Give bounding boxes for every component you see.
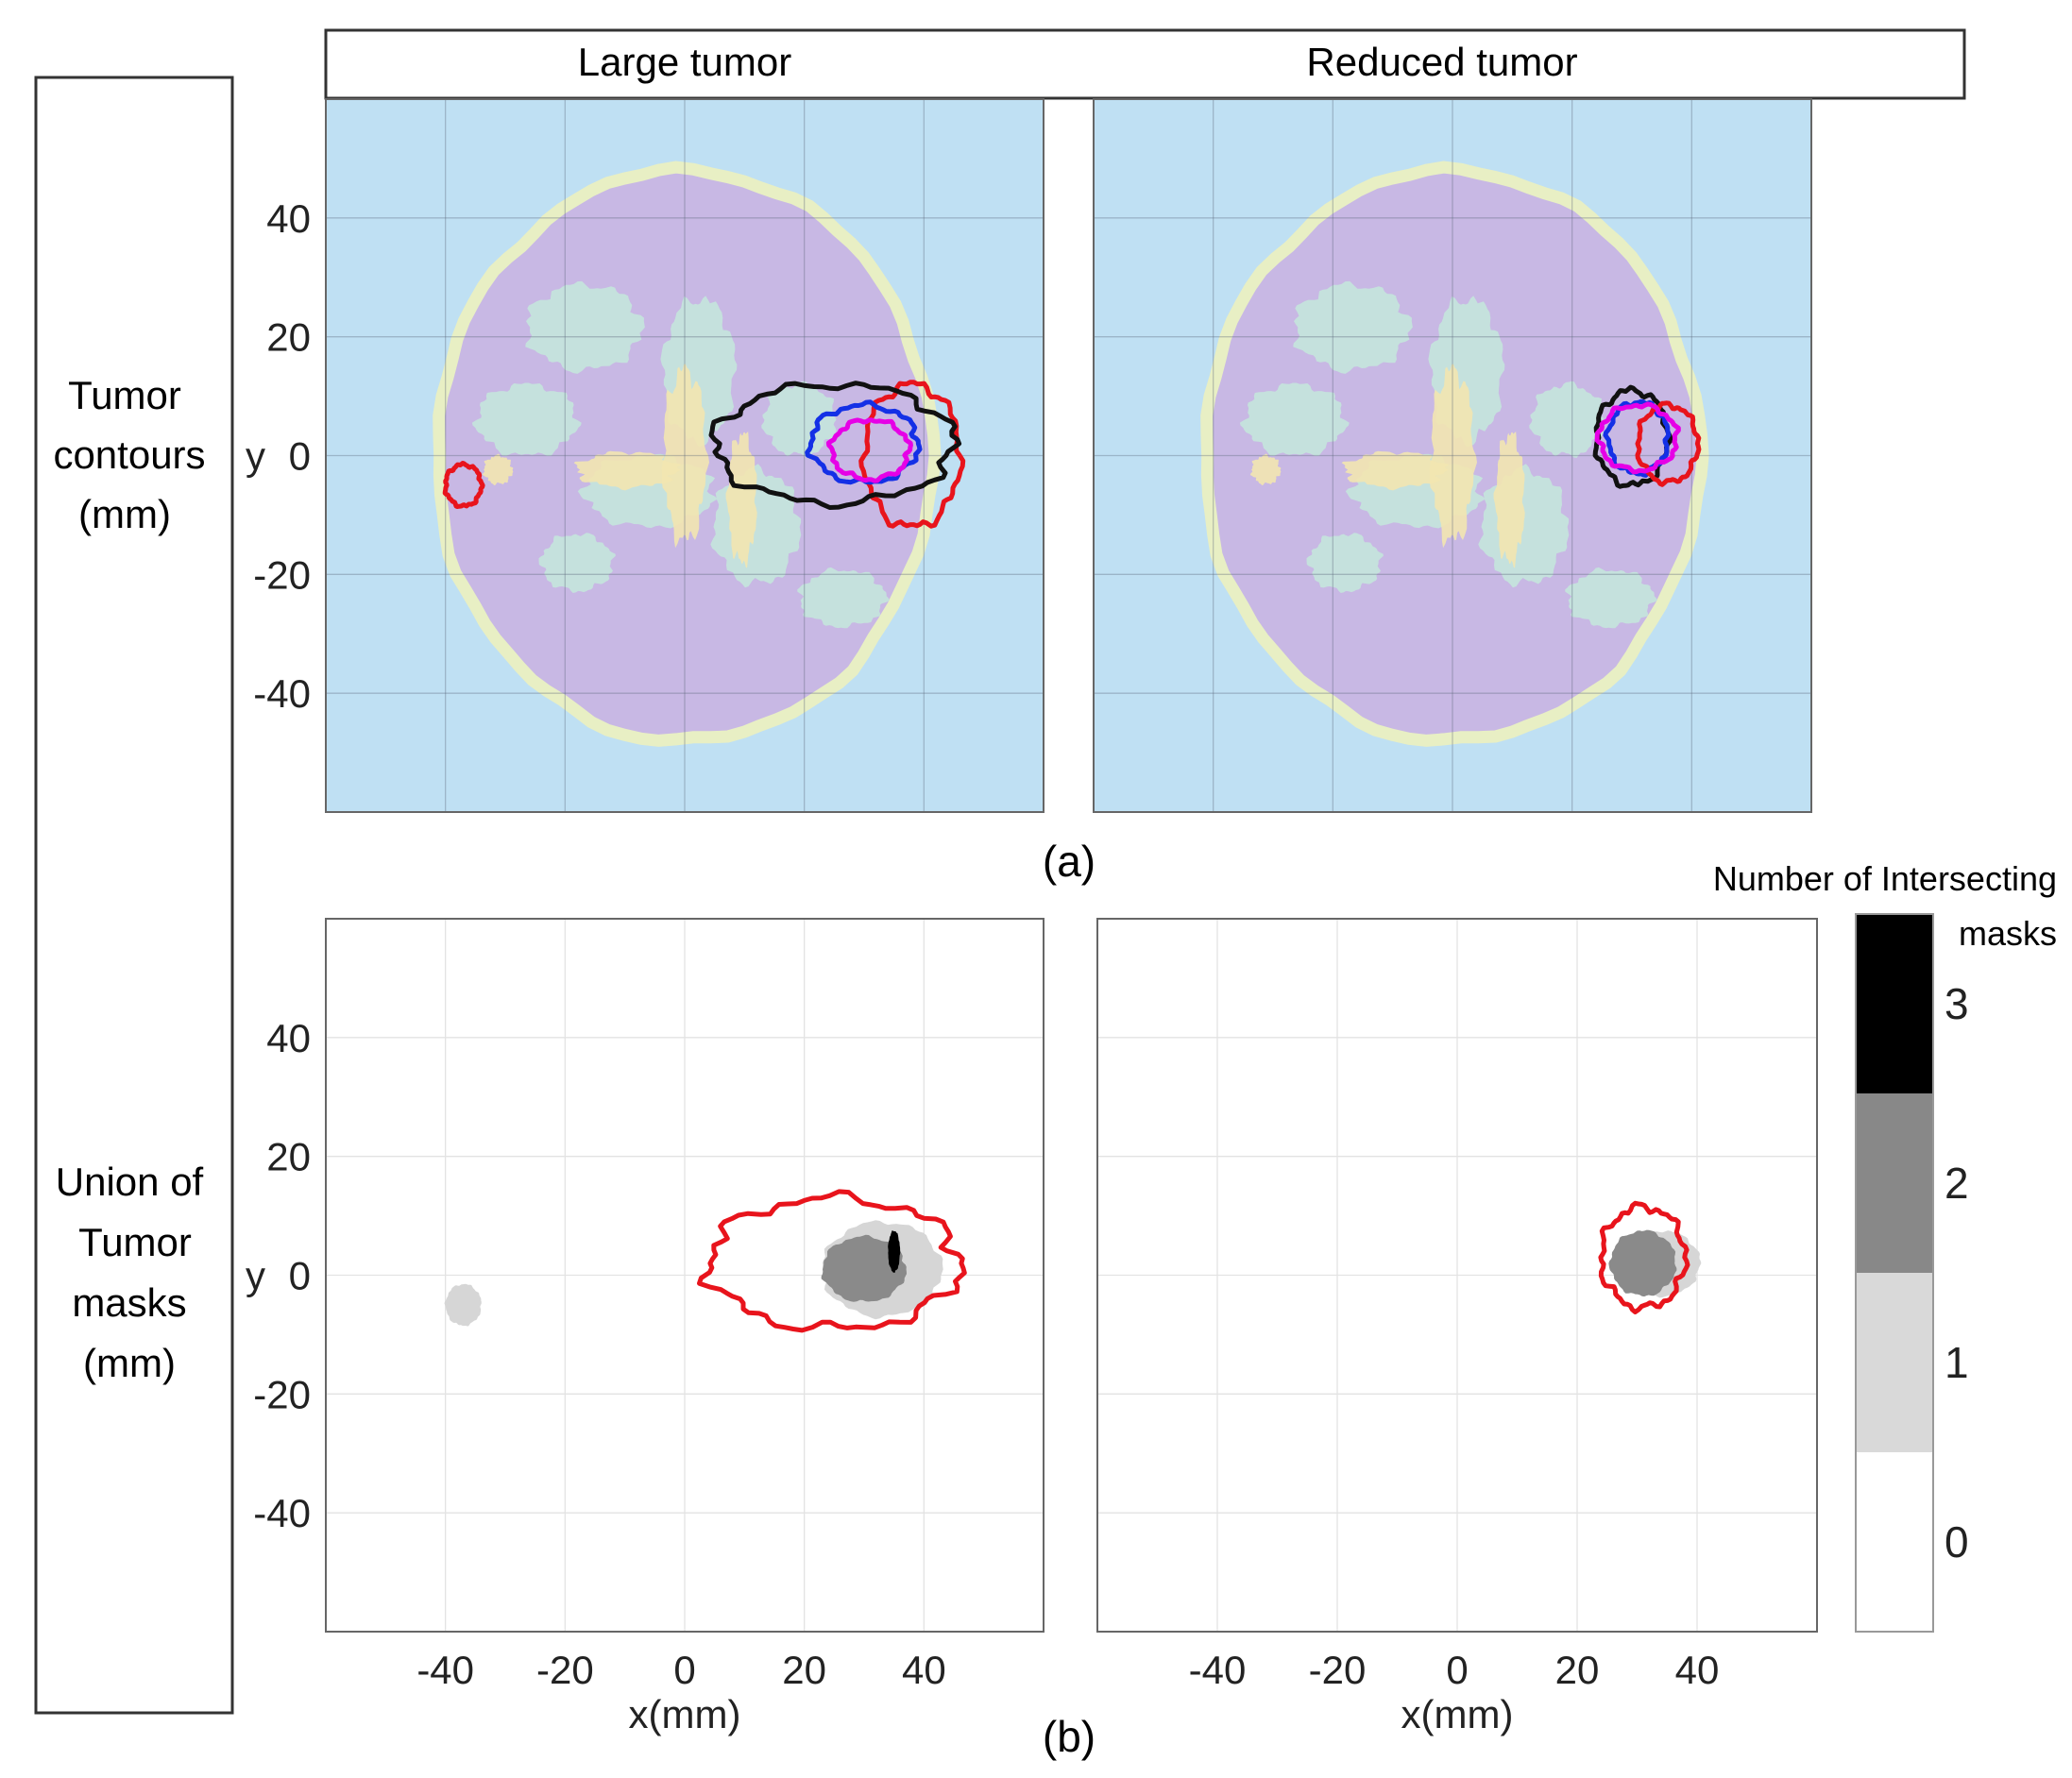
dense-tissue-region [1493,432,1525,568]
panel-top-right [1093,98,1812,813]
union-contour [697,1189,967,1333]
x-tick-label: -20 [536,1648,594,1692]
axes-frame [325,918,1044,1633]
dense-tissue-region [1249,453,1282,485]
white-matter-region [471,382,582,456]
x-tick-label: 20 [782,1648,826,1692]
white-matter-region [1306,533,1384,593]
axes-frame [1096,918,1818,1633]
y-tick-label: -20 [253,552,311,597]
x-axis-label: x(mm) [629,1692,741,1736]
y-tick-label: -40 [253,1491,311,1535]
x-tick-label: -40 [416,1648,474,1692]
mask-region-level-2 [821,1234,907,1302]
row-label-top-line-2: contours [53,432,205,477]
colorbar-title-line-2: masks [1959,914,2057,953]
colorbar-segment [1856,914,1933,1093]
contour-red [1635,400,1702,487]
colorbar-segment [1856,1452,1933,1632]
x-tick-label: -40 [1189,1648,1247,1692]
colorbar-tick-label: 0 [1945,1517,1969,1566]
x-tick-label: 0 [673,1648,695,1692]
x-axis-label: x(mm) [1401,1692,1514,1736]
colorbar-tick-label: 3 [1945,979,1969,1028]
axes-frame [325,98,1044,813]
dense-tissue-region [661,364,709,549]
colorbar-segment [1856,1093,1933,1273]
x-tick-label: 40 [1675,1648,1720,1692]
mask-region-level-3 [888,1229,901,1273]
column-header-reduced-tumor: Reduced tumor [1306,40,1577,84]
dense-tissue-region [573,450,682,491]
white-matter-region [1529,381,1605,458]
column-header-large-tumor: Large tumor [578,40,791,84]
dense-tissue-region [482,453,514,485]
caption-b: (b) [1043,1712,1095,1761]
dense-tissue-region [725,432,757,568]
contour-magenta [825,417,913,483]
dense-tissue-region [1341,450,1450,491]
x-tick-label: -20 [1309,1648,1367,1692]
white-matter-region [797,567,891,629]
mask-region-level-2 [1608,1229,1677,1297]
white-matter-region [761,381,837,458]
y-axis-label: y [246,434,265,479]
colorbar-tick-label: 2 [1945,1159,1969,1208]
white-matter-region [525,280,645,374]
column-header-box [324,28,1966,100]
y-tick-label: 40 [266,196,311,241]
colorbar-segment [1856,1273,1933,1452]
contour-blue [805,399,923,485]
colorbar-frame [1855,913,1934,1633]
y-tick-label: 20 [266,315,311,360]
y-axis-label: y [246,1254,265,1298]
white-matter-region [1239,382,1350,456]
caption-a: (a) [1043,837,1095,886]
row-label-top-line-1: Tumor [68,373,181,417]
x-tick-label: 20 [1555,1648,1600,1692]
white-matter-region [1565,567,1658,629]
contour-magenta [1594,401,1681,475]
y-tick-label: 20 [266,1135,311,1179]
y-tick-label: 40 [266,1016,311,1060]
y-tick-label: 0 [289,1254,311,1298]
panel-bottom-left: 40 20 0 -20 -40 -40 -20 0 20 40 y x(mm) [246,918,1044,1736]
row-label-box [34,76,234,1715]
row-label-bottom-line-2: Tumor [78,1220,192,1264]
white-matter-region [538,533,616,593]
white-matter-region [1293,280,1413,374]
axes-frame [1093,98,1812,813]
row-label-top-line-3: (mm) [78,492,171,536]
row-label-bottom-line-1: Union of [56,1160,204,1204]
y-tick-label: -20 [253,1372,311,1416]
x-tick-label: 0 [1446,1648,1468,1692]
contour-red [858,380,966,529]
mask-region-level-1 [444,1283,482,1327]
y-tick-label: 0 [289,434,311,479]
row-label-bottom-line-4: (mm) [83,1341,176,1385]
panel-top-left: 40 20 0 -20 -40 y [246,98,1044,813]
dense-tissue-region [1429,364,1477,549]
row-label-bottom-line-3: masks [72,1280,186,1325]
contour-black [708,381,962,510]
colorbar-tick-label: 1 [1945,1338,1969,1387]
colorbar: 3 2 1 0 [1855,913,1969,1633]
union-contour [1598,1200,1690,1314]
panel-bottom-right: -40 -20 0 20 40 x(mm) [1096,918,1818,1736]
colorbar-title-line-1: Number of Intersecting [1713,859,2057,898]
x-tick-label: 40 [902,1648,946,1692]
contour-red [442,461,485,509]
y-tick-label: -40 [253,671,311,716]
